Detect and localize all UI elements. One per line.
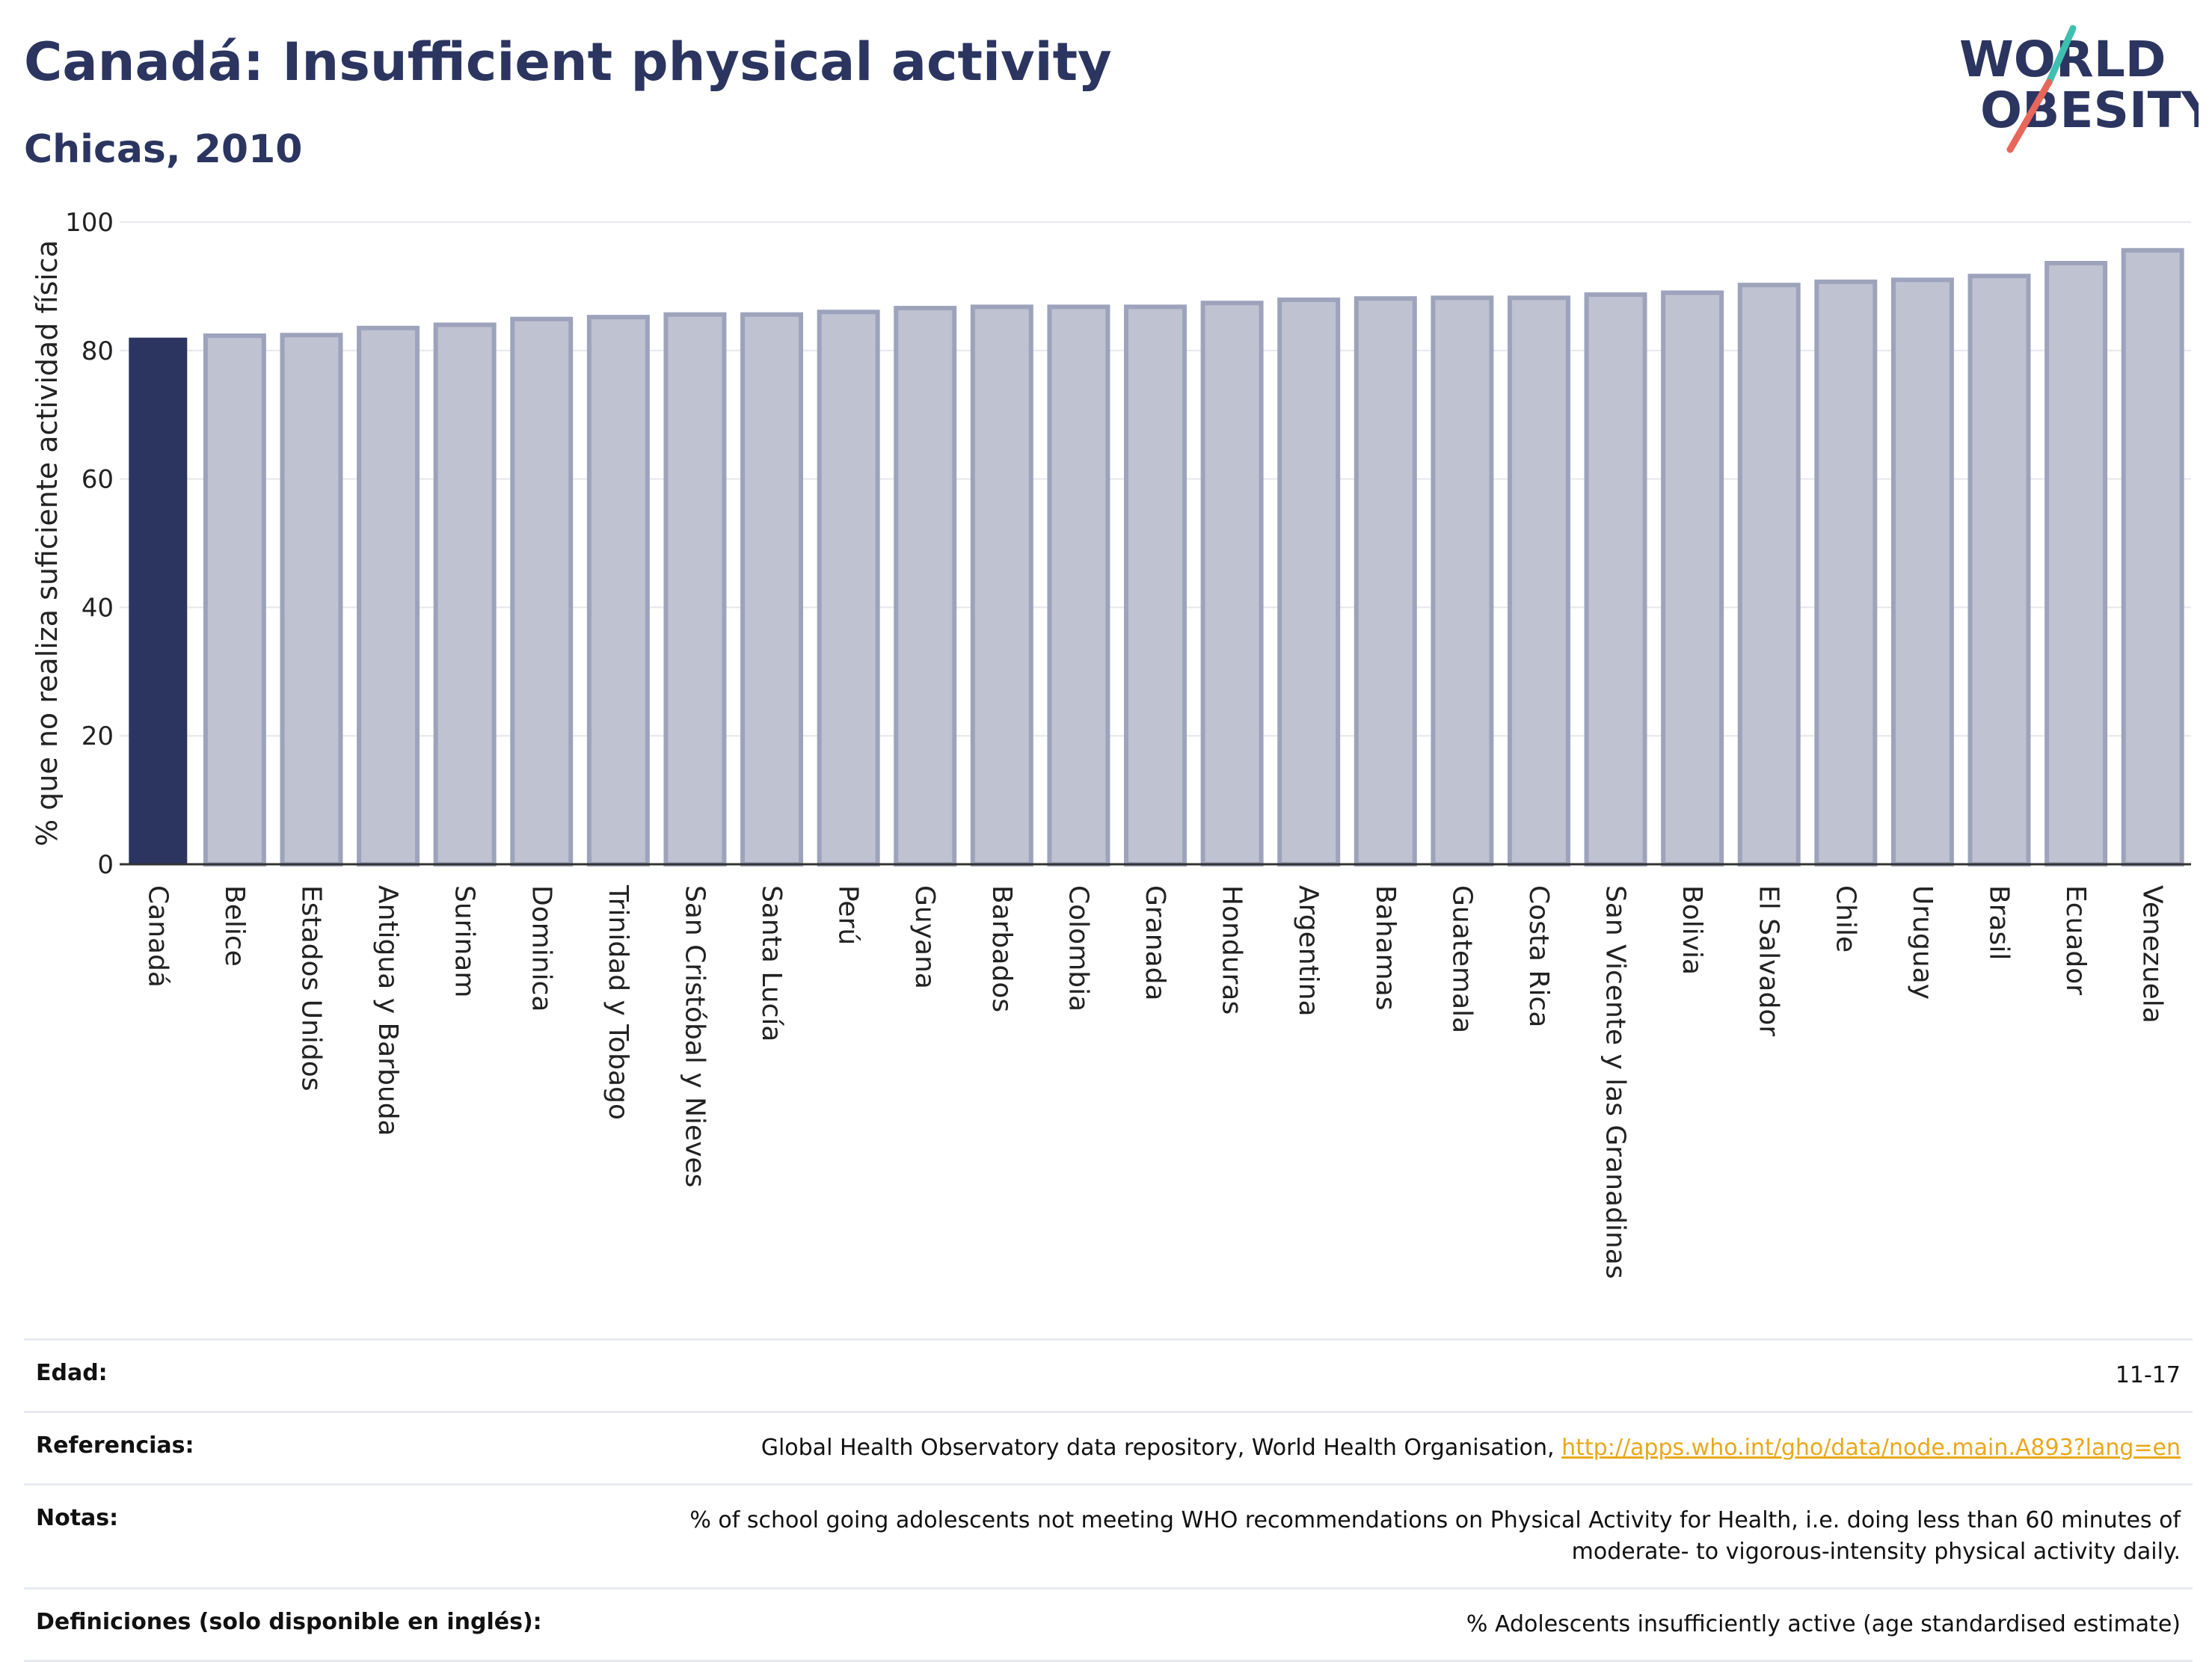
bar <box>970 304 1033 867</box>
bar <box>433 322 497 867</box>
info-value: 11-17 <box>586 1338 2193 1412</box>
bar <box>1124 304 1187 867</box>
x-tick-label: Barbados <box>986 885 1017 1012</box>
info-table: Edad: 11-17 Referencias: Global Health O… <box>24 1338 2193 1662</box>
x-tick-label: Honduras <box>1217 885 1247 1015</box>
x-tick-label: Belice <box>219 885 250 967</box>
bar <box>280 333 343 867</box>
page-subtitle: Chicas, 2010 <box>24 127 303 172</box>
x-tick-label: Colombia <box>1063 885 1093 1012</box>
bar <box>894 306 957 867</box>
y-axis-label: % que no realiza suficiente actividad fí… <box>31 240 64 846</box>
x-tick-label: Uruguay <box>1907 885 1938 1000</box>
bar <box>586 315 650 867</box>
info-row-age: Edad: 11-17 <box>24 1338 2193 1412</box>
reference-link[interactable]: http://apps.who.int/gho/data/node.main.A… <box>1561 1435 2181 1461</box>
bar <box>817 310 880 867</box>
x-tick-label: Dominica <box>526 885 556 1012</box>
bar <box>1814 279 1878 867</box>
x-tick-label: Bahamas <box>1370 885 1401 1011</box>
y-tick-label: 80 <box>82 336 114 366</box>
info-value: % Adolescents insufficiently active (age… <box>586 1587 2193 1662</box>
bar <box>1967 274 2031 867</box>
logo-text-obesity: OBESITY <box>1980 81 2199 139</box>
logo-slash-coral <box>2006 79 2053 153</box>
x-tick-label: Argentina <box>1293 885 1324 1017</box>
info-value: % of school going adolescents not meetin… <box>586 1483 2193 1589</box>
x-tick-label: Ecuador <box>2060 885 2091 995</box>
bar <box>1890 277 1954 867</box>
info-label: Definiciones (solo disponible en inglés)… <box>24 1587 586 1662</box>
page-title: Canadá: Insufficient physical activity <box>24 31 1112 93</box>
x-tick-label: Santa Lucía <box>756 885 787 1041</box>
bar <box>663 312 727 867</box>
bar <box>129 337 188 864</box>
x-tick-label: Brasil <box>1984 885 2015 960</box>
x-tick-label: Granada <box>1140 885 1170 1001</box>
x-tick-label: Estados Unidos <box>295 885 326 1092</box>
bar-chart: 0 20 40 60 80 100% que no realiza suficiente … <box>31 208 2191 1279</box>
x-tick-label: El Salvador <box>1754 885 1784 1036</box>
info-label: Edad: <box>24 1338 586 1412</box>
bar <box>203 333 266 867</box>
y-tick-label: 100 <box>65 208 114 238</box>
world-obesity-logo: WORLD OBESITY <box>1959 25 2199 153</box>
y-tick-label: 20 <box>82 721 114 751</box>
info-row-references: Referencias: Global Health Observatory d… <box>24 1411 2193 1485</box>
bar <box>2044 260 2108 867</box>
info-label: Referencias: <box>24 1411 586 1485</box>
x-tick-label: Chile <box>1830 885 1861 952</box>
x-tick-label: Trinidad y Tobago <box>603 884 633 1120</box>
y-tick-label: 60 <box>82 465 114 495</box>
x-tick-label: Canadá <box>142 885 173 988</box>
x-tick-label: Surinam <box>449 885 480 997</box>
info-value: Global Health Observatory data repositor… <box>586 1411 2193 1485</box>
bar <box>740 312 804 867</box>
bar <box>357 325 420 867</box>
x-tick-label: Bolivia <box>1677 885 1707 975</box>
y-tick-label: 40 <box>82 593 114 623</box>
x-tick-label: Costa Rica <box>1523 885 1554 1027</box>
info-label: Notas: <box>24 1483 586 1589</box>
bar <box>1047 304 1110 867</box>
bar <box>1200 301 1264 867</box>
x-tick-label: Perú <box>833 885 864 945</box>
reference-text: Global Health Observatory data repositor… <box>761 1435 1555 1461</box>
info-row-definitions: Definiciones (solo disponible en inglés)… <box>24 1587 2193 1662</box>
bar <box>1277 297 1341 867</box>
y-tick-label: 0 <box>97 850 114 880</box>
x-tick-label: Guatemala <box>1446 885 1477 1033</box>
x-tick-label: Antigua y Barbuda <box>372 885 403 1136</box>
bar <box>1431 295 1494 867</box>
bar <box>1737 283 1801 867</box>
bar <box>1584 292 1647 867</box>
bar <box>2121 247 2184 867</box>
bar <box>510 316 574 867</box>
bar <box>1661 290 1724 867</box>
x-tick-label: San Cristóbal y Nieves <box>679 885 710 1187</box>
bar <box>1354 296 1417 867</box>
info-row-notes: Notas: % of school going adolescents not… <box>24 1483 2193 1589</box>
x-tick-label: Venezuela <box>2137 885 2168 1024</box>
x-tick-label: Guyana <box>909 885 940 989</box>
bar <box>1507 295 1570 867</box>
logo-slash-teal <box>2045 25 2077 86</box>
x-tick-label: San Vicente y las Granadinas <box>1600 885 1631 1279</box>
